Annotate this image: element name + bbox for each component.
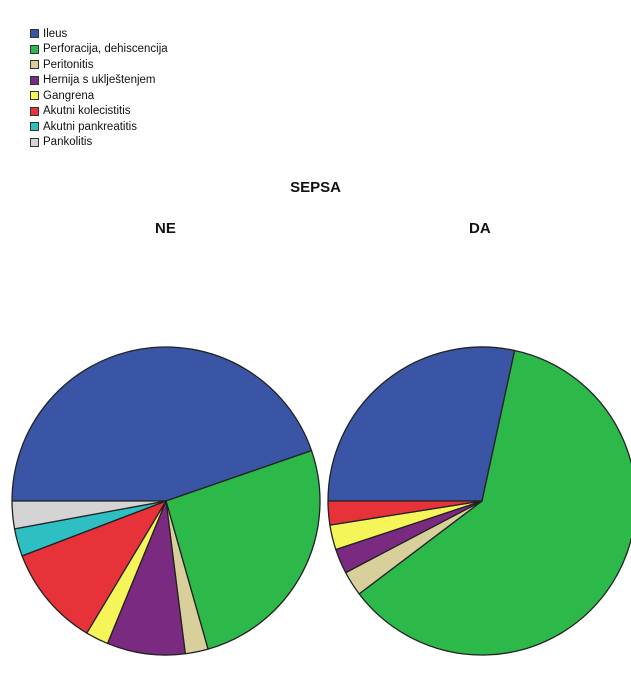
legend-item: Gangrena bbox=[30, 88, 168, 104]
pie-da bbox=[327, 346, 631, 656]
legend-item: Perforacija, dehiscencija bbox=[30, 42, 168, 58]
pie-slice bbox=[327, 500, 483, 526]
legend-item: Ileus bbox=[30, 26, 168, 42]
legend-item: Pankolitis bbox=[30, 135, 168, 151]
legend-swatch bbox=[30, 60, 39, 70]
legend-item: Peritonitis bbox=[30, 57, 168, 73]
pie-slice bbox=[11, 500, 167, 530]
legend-item: Akutni pankreatitis bbox=[30, 119, 168, 135]
legend-swatch bbox=[30, 106, 39, 116]
legend-swatch bbox=[30, 122, 39, 132]
legend-label: Perforacija, dehiscencija bbox=[43, 43, 168, 56]
pie-slice bbox=[358, 349, 631, 656]
pie-title-ne: NE bbox=[155, 220, 176, 237]
legend-item: Akutni kolecistitis bbox=[30, 104, 168, 120]
legend-swatch bbox=[30, 29, 39, 39]
pie-ne bbox=[11, 346, 321, 656]
legend-label: Akutni pankreatitis bbox=[43, 120, 137, 133]
legend-label: Hernija s uklještenjem bbox=[43, 74, 156, 87]
legend: Ileus Perforacija, dehiscencija Peritoniti… bbox=[30, 26, 168, 150]
legend-label: Ileus bbox=[43, 27, 68, 40]
legend-swatch bbox=[30, 137, 39, 147]
pie-slice bbox=[327, 346, 516, 502]
pie-slice bbox=[21, 500, 167, 634]
chart-title: SEPSA bbox=[290, 179, 341, 196]
legend-label: Pankolitis bbox=[43, 136, 93, 149]
legend-label: Peritonitis bbox=[43, 58, 94, 71]
pie-title-da: DA bbox=[469, 220, 491, 237]
legend-swatch bbox=[30, 44, 39, 54]
legend-item: Hernija s uklještenjem bbox=[30, 73, 168, 89]
legend-label: Akutni kolecistitis bbox=[43, 105, 131, 118]
legend-swatch bbox=[30, 75, 39, 85]
pie-slice bbox=[165, 450, 321, 650]
legend-label: Gangrena bbox=[43, 89, 95, 102]
legend-swatch bbox=[30, 91, 39, 101]
pie-slice bbox=[11, 346, 313, 502]
